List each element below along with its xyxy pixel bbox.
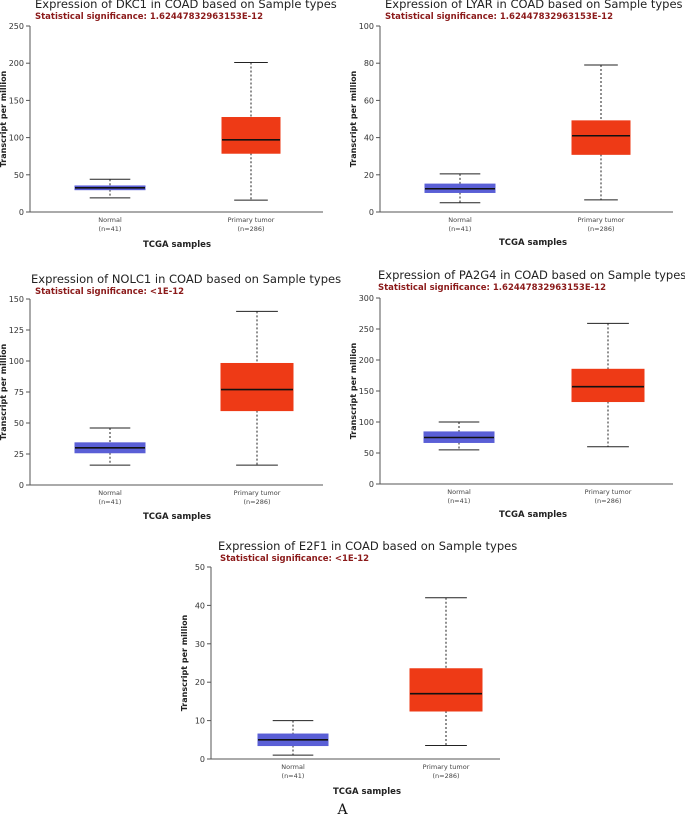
y-axis-label: Transcript per million bbox=[349, 70, 358, 167]
y-tick-label: 125 bbox=[9, 326, 24, 335]
y-tick-label: 250 bbox=[9, 22, 24, 31]
x-axis-label: TCGA samples bbox=[143, 240, 211, 250]
category-count-tumor: (n=286) bbox=[237, 225, 264, 233]
category-count-normal: (n=41) bbox=[99, 225, 122, 233]
y-tick-label: 0 bbox=[19, 208, 24, 217]
chart-panel-pa2g4: Expression of PA2G4 in COAD based on Sam… bbox=[343, 268, 685, 525]
y-axis-label: Transcript per million bbox=[349, 342, 358, 439]
y-tick-label: 0 bbox=[369, 208, 374, 217]
chart-panel-dkc1: Expression of DKC1 in COAD based on Samp… bbox=[0, 0, 342, 255]
category-count-normal: (n=41) bbox=[448, 497, 471, 505]
chart-title: Expression of PA2G4 in COAD based on Sam… bbox=[378, 268, 685, 282]
boxplot-nolc1: 0 25 50 75 100 125 150 Transcript per million TC… bbox=[0, 295, 323, 522]
x-axis-label: TCGA samples bbox=[499, 238, 567, 248]
y-tick-label: 0 bbox=[19, 481, 24, 490]
y-tick-label: 30 bbox=[195, 640, 205, 649]
box-tumor bbox=[221, 117, 281, 154]
y-tick-label: 100 bbox=[9, 357, 24, 366]
chart-title: Expression of NOLC1 in COAD based on Sam… bbox=[31, 272, 342, 286]
chart-panel-e2f1: Expression of E2F1 in COAD based on Samp… bbox=[170, 539, 517, 800]
y-tick-label: 25 bbox=[14, 450, 24, 459]
y-tick-label: 60 bbox=[364, 96, 374, 105]
y-axis-label: Transcript per million bbox=[180, 614, 189, 711]
chart-panel-nolc1: Expression of NOLC1 in COAD based on Sam… bbox=[0, 270, 342, 525]
figure-label: A bbox=[337, 802, 348, 818]
boxplot-dkc1: 0 50 100 150 200 250 Transcript per million TCG… bbox=[0, 22, 323, 250]
category-count-tumor: (n=286) bbox=[243, 498, 270, 506]
y-tick-label: 150 bbox=[9, 295, 24, 304]
y-tick-label: 80 bbox=[364, 59, 374, 68]
significance-label: Statistical significance: 1.624478329631… bbox=[378, 283, 606, 293]
y-tick-label: 0 bbox=[369, 480, 374, 489]
box-tumor bbox=[571, 368, 645, 403]
x-axis-label: TCGA samples bbox=[143, 512, 211, 522]
y-tick-label: 40 bbox=[364, 134, 374, 143]
box-tumor bbox=[571, 120, 631, 155]
y-tick-label: 0 bbox=[200, 755, 205, 764]
y-tick-label: 100 bbox=[9, 134, 24, 143]
y-tick-label: 50 bbox=[364, 449, 374, 458]
chart-title: Expression of DKC1 in COAD based on Samp… bbox=[35, 0, 337, 11]
boxplot-pa2g4: 0 50 100 150 200 250 300 Transcript per million… bbox=[349, 294, 673, 520]
significance-label: Statistical significance: <1E-12 bbox=[220, 554, 370, 564]
y-tick-label: 10 bbox=[195, 717, 205, 726]
category-label-tumor: Primary tumor bbox=[578, 216, 625, 224]
category-count-tumor: (n=286) bbox=[432, 772, 459, 780]
y-tick-label: 50 bbox=[14, 171, 24, 180]
x-axis-label: TCGA samples bbox=[333, 787, 401, 797]
y-tick-label: 250 bbox=[359, 325, 374, 334]
y-tick-label: 150 bbox=[359, 387, 374, 396]
y-tick-label: 200 bbox=[359, 356, 374, 365]
y-tick-label: 20 bbox=[364, 171, 374, 180]
y-tick-label: 75 bbox=[14, 388, 24, 397]
significance-label: Statistical significance: 1.624478329631… bbox=[385, 12, 613, 22]
y-tick-label: 50 bbox=[14, 419, 24, 428]
category-count-tumor: (n=286) bbox=[594, 497, 621, 505]
chart-title: Expression of LYAR in COAD based on Samp… bbox=[385, 0, 683, 11]
y-tick-label: 50 bbox=[195, 563, 205, 572]
chart-title: Expression of E2F1 in COAD based on Samp… bbox=[218, 539, 518, 553]
category-count-tumor: (n=286) bbox=[587, 225, 614, 233]
category-label-normal: Normal bbox=[281, 763, 305, 771]
category-count-normal: (n=41) bbox=[99, 498, 122, 506]
y-tick-label: 200 bbox=[9, 59, 24, 68]
y-tick-label: 100 bbox=[359, 418, 374, 427]
y-axis-label: Transcript per million bbox=[0, 70, 8, 167]
category-label-normal: Normal bbox=[448, 216, 472, 224]
category-label-normal: Normal bbox=[98, 216, 122, 224]
box-tumor bbox=[409, 668, 483, 712]
category-label-tumor: Primary tumor bbox=[585, 488, 632, 496]
boxplot-lyar: 0 20 40 60 80 100 Transcript per million TCGA s… bbox=[349, 22, 673, 248]
chart-panel-lyar: Expression of LYAR in COAD based on Samp… bbox=[343, 0, 685, 255]
y-tick-label: 300 bbox=[359, 294, 374, 303]
y-axis-label: Transcript per million bbox=[0, 343, 8, 440]
box-tumor bbox=[220, 362, 294, 412]
category-label-tumor: Primary tumor bbox=[423, 763, 470, 771]
category-label-tumor: Primary tumor bbox=[234, 489, 281, 497]
category-count-normal: (n=41) bbox=[449, 225, 472, 233]
category-label-normal: Normal bbox=[98, 489, 122, 497]
category-label-tumor: Primary tumor bbox=[228, 216, 275, 224]
significance-label: Statistical significance: <1E-12 bbox=[35, 287, 185, 297]
y-tick-label: 100 bbox=[359, 22, 374, 31]
boxplot-e2f1: 0 10 20 30 40 50 Transcript per million TCGA sa… bbox=[180, 563, 500, 797]
x-axis-label: TCGA samples bbox=[499, 510, 567, 520]
category-label-normal: Normal bbox=[447, 488, 471, 496]
y-tick-label: 40 bbox=[195, 601, 205, 610]
category-count-normal: (n=41) bbox=[282, 772, 305, 780]
y-tick-label: 150 bbox=[9, 96, 24, 105]
significance-label: Statistical significance: 1.624478329631… bbox=[35, 12, 263, 22]
y-tick-label: 20 bbox=[195, 678, 205, 687]
